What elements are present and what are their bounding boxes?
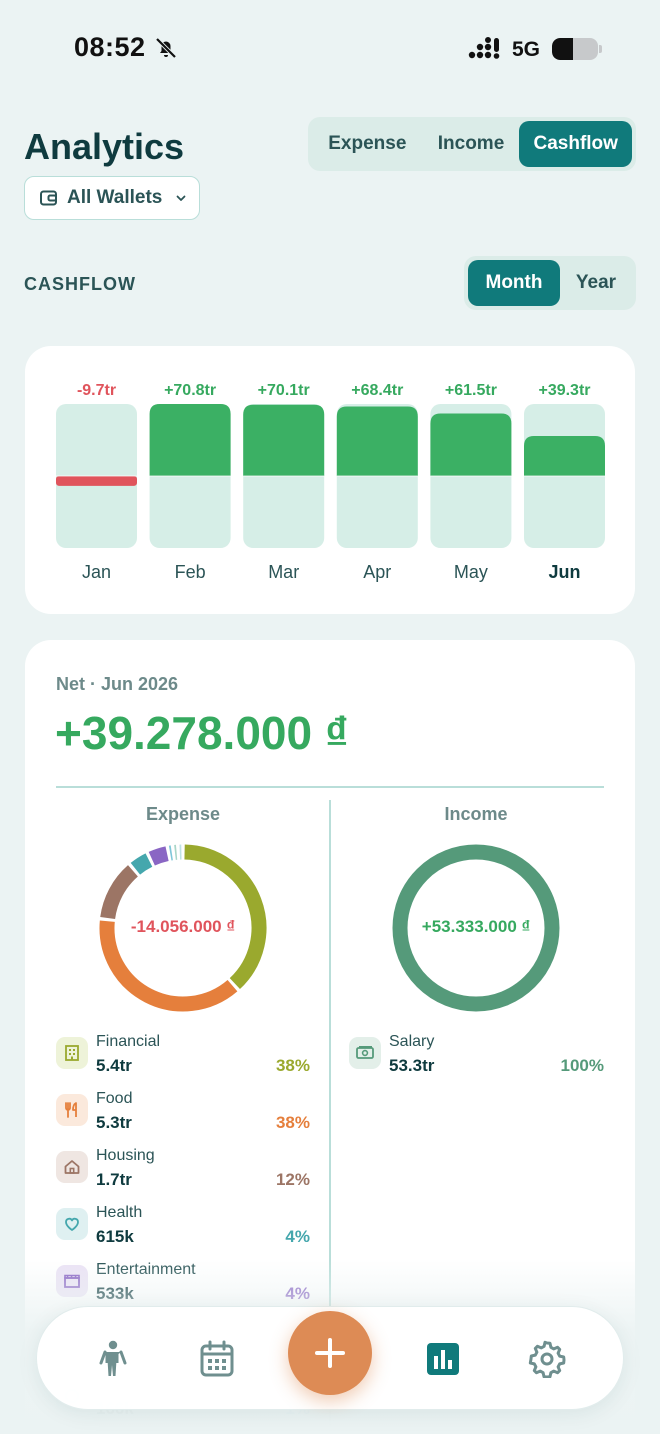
tab-month[interactable]: Month <box>468 260 560 306</box>
expense-category-row[interactable]: Health 615k 4% <box>56 1204 310 1258</box>
category-name: Health <box>96 1204 143 1221</box>
page-title: Analytics <box>24 126 185 167</box>
category-name: Financial <box>96 1033 161 1050</box>
expense-donut-chart <box>99 844 267 1012</box>
expense-donut-segment[interactable] <box>130 853 153 875</box>
x-tick-label[interactable]: Jun <box>548 562 580 582</box>
wallet-selector[interactable]: All Wallets <box>24 176 200 220</box>
fork-knife-icon <box>56 1094 88 1126</box>
data-label: +68.4tr <box>351 382 403 399</box>
section-label: CASHFLOW <box>24 274 136 294</box>
income-donut-chart <box>392 844 560 1012</box>
column-divider <box>329 800 331 1434</box>
data-label: +70.8tr <box>164 382 216 399</box>
tab-income[interactable]: Income <box>437 133 505 154</box>
income-title: Income <box>444 804 508 824</box>
cashflow-chart-card: -9.7tr Jan +70.8tr Feb +70.1tr Mar +68.4tr Apr +… <box>25 346 635 614</box>
type-tabs: Expense Income Cashflow <box>308 117 636 171</box>
category-amount: 1.7tr <box>96 1170 132 1189</box>
expense-category-row[interactable]: Financial 5.4tr 38% <box>56 1033 310 1087</box>
tab-cashflow[interactable]: Cashflow <box>519 121 633 167</box>
bar-jan[interactable] <box>56 476 137 486</box>
expense-total: -14.056.000 ₫ <box>130 917 236 936</box>
heart-icon <box>56 1208 88 1240</box>
category-amount: 5.3tr <box>96 1113 132 1132</box>
bar-mar[interactable] <box>243 404 325 476</box>
house-icon <box>56 1151 88 1183</box>
add-transaction-button[interactable] <box>288 1311 372 1395</box>
battery-icon <box>552 38 598 60</box>
bar-feb[interactable] <box>149 404 231 476</box>
category-amount: 5.4tr <box>96 1056 132 1075</box>
x-tick-label[interactable]: May <box>454 562 488 582</box>
network-type: 5G <box>512 38 541 61</box>
category-name: Salary <box>389 1033 435 1050</box>
expense-donut-segment[interactable] <box>184 844 267 990</box>
tab-expense[interactable]: Expense <box>328 133 407 154</box>
bar-apr[interactable] <box>336 406 418 476</box>
expense-donut-segment[interactable] <box>99 920 238 1012</box>
category-name: Housing <box>96 1147 155 1164</box>
nav-calendar-button[interactable] <box>197 1339 237 1379</box>
category-amount: 615k <box>96 1227 134 1246</box>
gear-icon <box>528 1340 566 1378</box>
income-total: +53.333.000 ₫ <box>421 917 531 936</box>
category-amount: 53.3tr <box>389 1056 435 1075</box>
data-label: +70.1tr <box>258 382 310 399</box>
bar-chart-icon <box>427 1343 459 1375</box>
expense-title: Expense <box>145 804 221 824</box>
building-icon <box>56 1037 88 1069</box>
expense-category-row[interactable]: Food 5.3tr 38% <box>56 1090 310 1144</box>
wallet-icon <box>40 190 57 206</box>
nav-analytics-button[interactable] <box>423 1339 463 1379</box>
status-bar: 08:52 5G <box>0 0 660 100</box>
category-percent: 38% <box>275 1113 310 1132</box>
calendar-icon <box>200 1340 234 1377</box>
category-percent: 100% <box>560 1056 604 1075</box>
wallet-selector-label: All Wallets <box>67 187 163 208</box>
x-tick-label[interactable]: Feb <box>175 562 206 582</box>
expense-donut-segment[interactable] <box>100 865 139 920</box>
data-label: +39.3tr <box>538 382 590 399</box>
plus-icon <box>315 1338 345 1368</box>
x-tick-label[interactable]: Jan <box>82 562 111 582</box>
bar-may[interactable] <box>430 413 512 476</box>
category-percent: 12% <box>275 1170 310 1189</box>
tab-year[interactable]: Year <box>575 272 617 293</box>
data-label: +61.5tr <box>445 382 497 399</box>
income-donut-segment[interactable] <box>392 844 560 1012</box>
nav-settings-button[interactable] <box>527 1339 567 1379</box>
category-percent: 38% <box>275 1056 310 1075</box>
cashflow-chart: -9.7tr Jan +70.8tr Feb +70.1tr Mar +68.4tr Apr +… <box>56 382 605 582</box>
bar-jun[interactable] <box>524 436 605 476</box>
period-tabs: Month Year <box>464 256 636 310</box>
banknote-icon <box>349 1037 381 1069</box>
person-icon <box>99 1340 127 1376</box>
income-category-row[interactable]: Salary 53.3tr 100% <box>349 1033 604 1087</box>
expense-donut-segment[interactable] <box>148 846 169 866</box>
bell-muted-icon <box>155 37 177 59</box>
category-name: Food <box>96 1090 133 1107</box>
chevron-down-icon <box>176 195 186 201</box>
data-label: -9.7tr <box>77 382 116 399</box>
signal-icon <box>468 37 500 59</box>
category-percent: 4% <box>285 1227 310 1246</box>
expense-category-row[interactable]: Housing 1.7tr 12% <box>56 1147 310 1201</box>
divider <box>56 786 604 788</box>
status-time: 08:52 <box>74 32 146 62</box>
net-label: Net · Jun 2026 <box>56 674 179 694</box>
x-tick-label[interactable]: Apr <box>363 562 391 582</box>
nav-person-button[interactable] <box>93 1339 133 1379</box>
battery-cap <box>599 45 602 53</box>
net-value: +39.278.000 ₫ <box>55 707 349 759</box>
x-tick-label[interactable]: Mar <box>268 562 299 582</box>
